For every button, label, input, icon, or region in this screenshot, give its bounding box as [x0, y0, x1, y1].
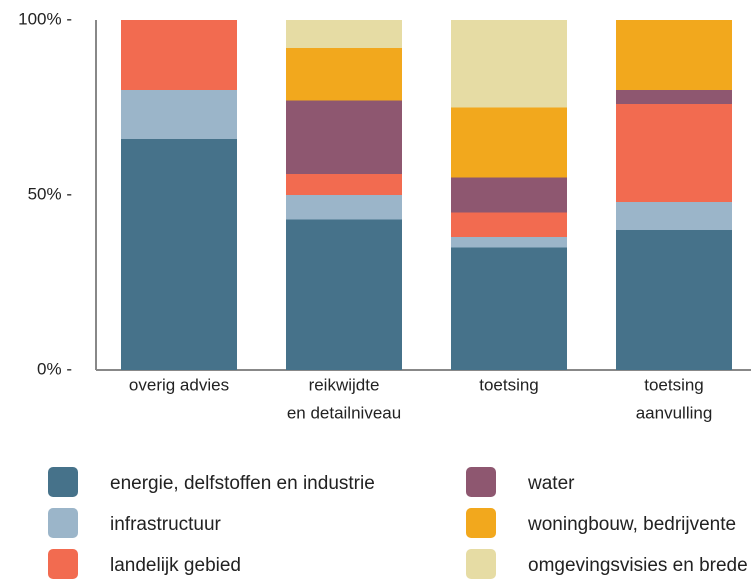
legend-label: water	[527, 473, 575, 494]
bar-segment	[286, 219, 402, 370]
legend-label: energie, delfstoffen en industrie	[110, 473, 375, 494]
legend-swatch	[48, 467, 78, 497]
legend-label: woningbouw, bedrijvente	[527, 514, 736, 535]
bar-segment	[616, 202, 732, 230]
bar-segment	[616, 20, 732, 90]
legend-label: landelijk gebied	[110, 555, 241, 576]
bar-segment	[286, 20, 402, 48]
legend-swatch	[48, 549, 78, 579]
bar-segment	[451, 247, 567, 370]
bar-segment	[286, 48, 402, 101]
legend-swatch	[48, 508, 78, 538]
bar-segment	[451, 177, 567, 213]
x-tick-label: reikwijdte	[309, 375, 380, 394]
bar-segment	[286, 100, 402, 174]
bar-segment	[451, 107, 567, 178]
bar-segment	[616, 90, 732, 104]
x-tick-label: toetsing	[479, 375, 539, 394]
bar-segment	[451, 20, 567, 108]
x-tick-label: toetsing	[644, 375, 704, 394]
x-tick-label: en detailniveau	[287, 403, 401, 422]
legend-swatch	[466, 549, 496, 579]
y-tick-label: 0% -	[37, 359, 72, 378]
x-tick-label: overig advies	[129, 375, 229, 394]
legend-swatch	[466, 467, 496, 497]
bar-segment	[451, 237, 567, 248]
bar-segment	[286, 195, 402, 220]
bar-segment	[121, 90, 237, 139]
bar-segment	[121, 139, 237, 370]
bar-segment	[121, 20, 237, 90]
legend-swatch	[466, 508, 496, 538]
y-tick-label: 100% -	[18, 9, 72, 28]
legend-label: omgevingsvisies en brede	[528, 555, 748, 576]
bar-segment	[616, 104, 732, 202]
bar-segment	[286, 174, 402, 195]
bar-segment	[451, 212, 567, 237]
bar-segment	[616, 230, 732, 370]
legend-label: infrastructuur	[110, 514, 222, 535]
x-tick-label: aanvulling	[636, 403, 713, 422]
y-tick-label: 50% -	[28, 184, 72, 203]
